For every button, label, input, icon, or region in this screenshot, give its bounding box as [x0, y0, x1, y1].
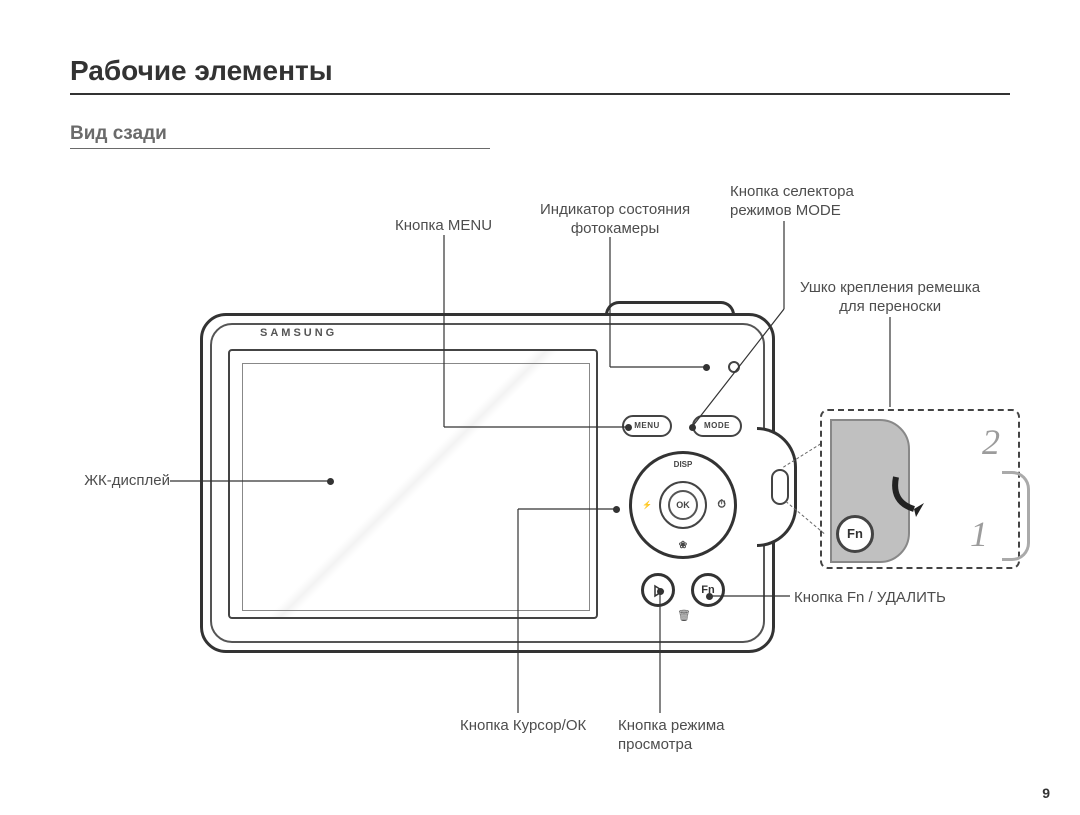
inset-fn-button: Fn — [836, 515, 874, 553]
dpad-macro-icon: ❀ — [679, 540, 687, 551]
status-led — [728, 361, 740, 373]
camera-body: SAMSUNG MENU MODE OK DISP ⚡ ⏱ ❀ Fn 🗑 — [200, 307, 795, 657]
leader-dot — [689, 424, 696, 431]
label-mode-button: Кнопка селектора режимов MODE — [730, 183, 854, 221]
leader-dot — [613, 506, 620, 513]
menu-mode-row: MENU MODE — [622, 415, 742, 441]
dpad: OK DISP ⚡ ⏱ ❀ — [629, 451, 737, 559]
inset-step-2: 2 — [982, 421, 1000, 463]
fn-button: Fn — [691, 573, 725, 607]
camera-diagram: Кнопка MENU Индикатор состояния фотокаме… — [70, 169, 1010, 789]
label-status-led: Индикатор состояния фотокамеры — [540, 201, 690, 239]
section-subtitle: Вид сзади — [70, 123, 490, 149]
label-cursor-ok: Кнопка Курсор/ОК — [460, 717, 586, 736]
trash-icon: 🗑 — [677, 609, 691, 622]
strap-inset: Fn 1 2 — [820, 409, 1020, 569]
dpad-flash-icon: ⚡ — [642, 501, 652, 510]
lcd-screen — [228, 349, 598, 619]
leader-dot — [703, 364, 710, 371]
leader-dot — [657, 588, 664, 595]
brand-text: SAMSUNG — [260, 327, 337, 339]
label-menu-button: Кнопка MENU — [395, 217, 492, 236]
ok-button: OK — [668, 490, 698, 520]
dpad-disp: DISP — [674, 460, 693, 469]
label-lcd: ЖК-дисплей — [60, 472, 170, 491]
inset-step-1: 1 — [970, 513, 988, 555]
dpad-timer-icon: ⏱ — [717, 499, 726, 512]
inset-strap-loop — [1002, 471, 1030, 561]
leader-dot — [327, 478, 334, 485]
mode-button: MODE — [692, 415, 742, 437]
page-title: Рабочие элементы — [70, 55, 1010, 95]
leader-dot — [625, 424, 632, 431]
strap-eyelet — [771, 469, 789, 505]
label-strap-eyelet: Ушко крепления ремешка для переноски — [800, 279, 980, 317]
leader-dot — [706, 593, 713, 600]
page-number: 9 — [1042, 785, 1050, 801]
label-fn-delete: Кнопка Fn / УДАЛИТЬ — [794, 589, 946, 608]
inset-arrow-icon — [886, 467, 936, 517]
label-playback-mode: Кнопка режима просмотра — [618, 717, 724, 755]
